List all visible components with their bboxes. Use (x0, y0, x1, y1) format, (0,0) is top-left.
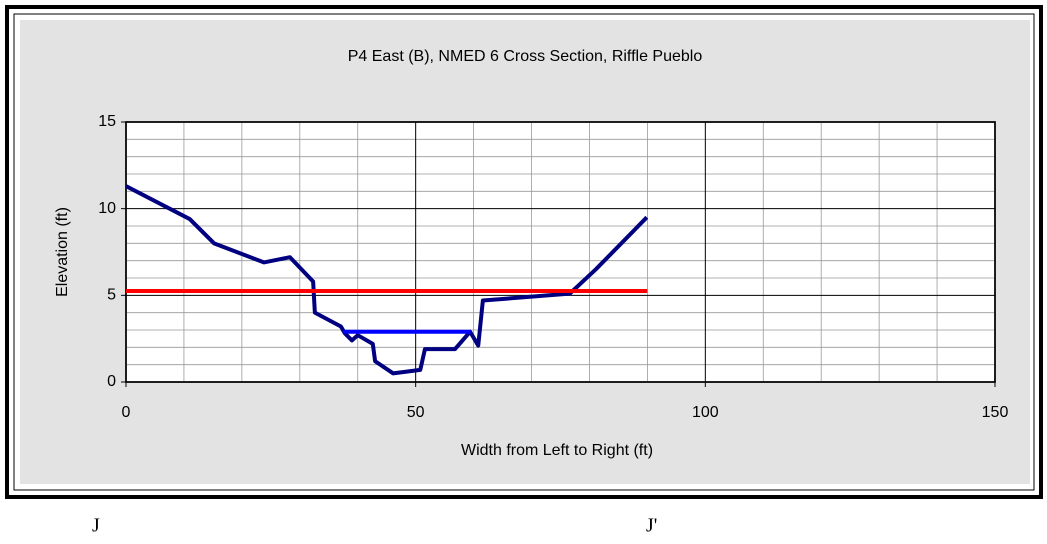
series-line (125, 184, 649, 376)
annotation: J' (646, 515, 657, 537)
plot-area (125, 121, 996, 383)
x-tick-label: 100 (692, 404, 719, 421)
x-axis-label: Width from Left to Right (ft) (461, 442, 653, 459)
y-axis-label: Elevation (ft) (54, 207, 71, 297)
x-tick-label: 50 (407, 404, 425, 421)
inner-frame (13, 13, 1035, 491)
y-tick-label: 0 (107, 373, 116, 390)
x-tick-label: 0 (122, 404, 131, 421)
plot-border (125, 121, 996, 383)
y-tick-label: 10 (98, 200, 116, 217)
y-tick-label: 5 (107, 287, 116, 304)
y-tick-label: 15 (98, 113, 116, 130)
annotation: J (92, 515, 100, 537)
x-tick-label: 150 (982, 404, 1009, 421)
chart-title: P4 East (B), NMED 6 Cross Section, Riffl… (348, 48, 703, 65)
